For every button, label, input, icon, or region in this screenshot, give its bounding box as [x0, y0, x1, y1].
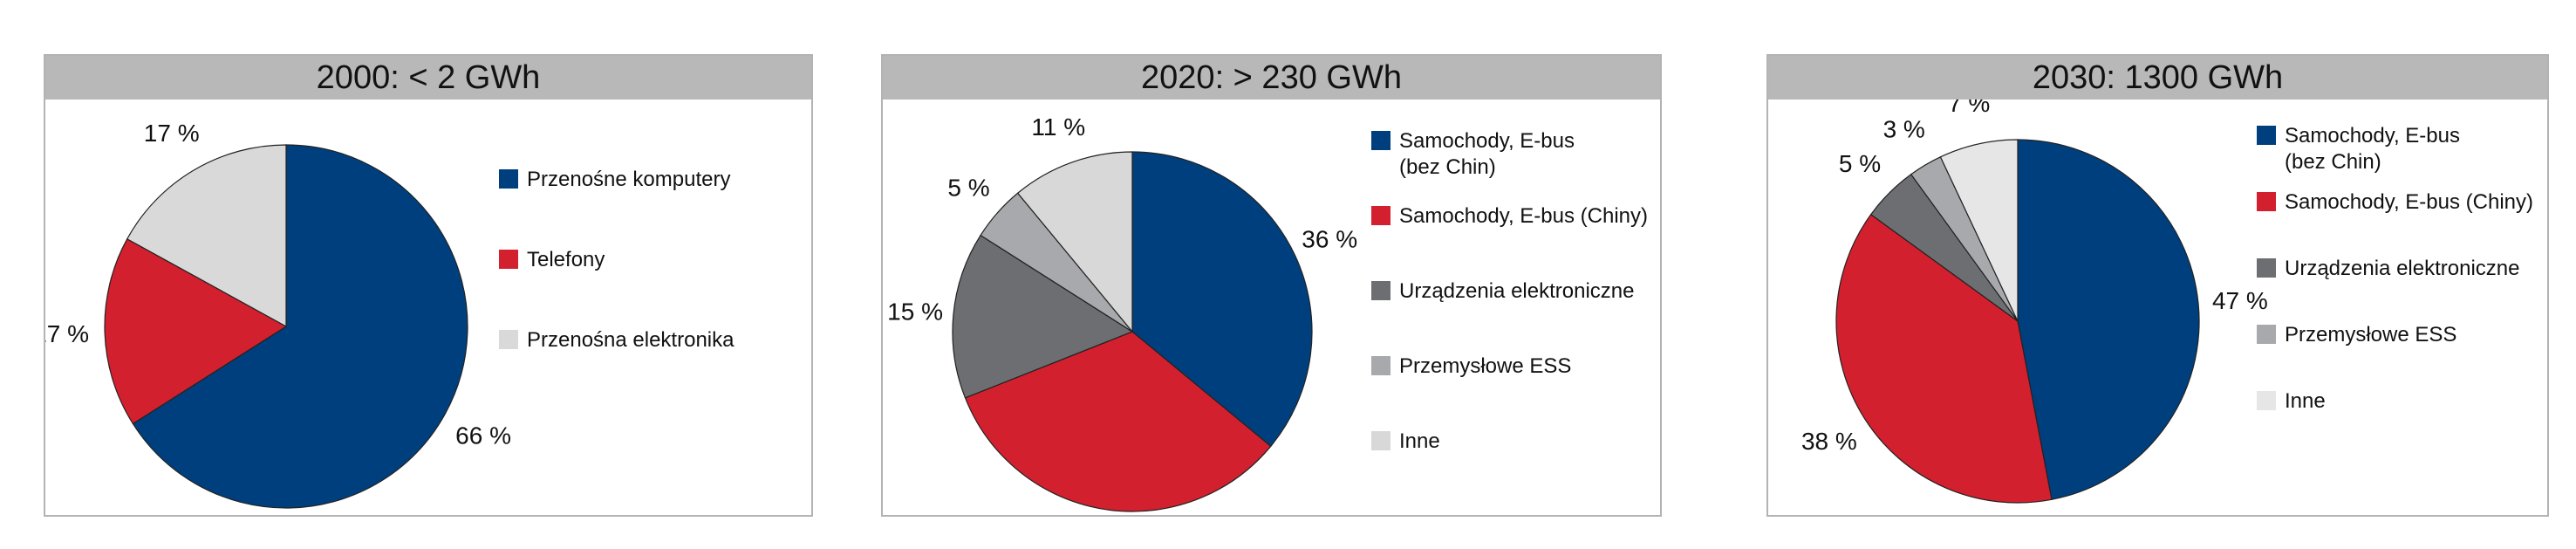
- legend-label-samochody-e-bus-bez-chin: Samochody, E-bus (bez Chin): [1399, 129, 1575, 179]
- data-label-przenosne-komputery: 66 %: [455, 422, 511, 449]
- chart-panel-2020: 2020: > 230 GWh 36 %33 %15 %5 %11 %Samoc…: [881, 54, 1662, 517]
- pie-slice-samochody-e-bus-chiny: [1835, 213, 2053, 504]
- legend-swatch-samochody-e-bus-bez-chin: [1371, 131, 1390, 150]
- data-label-inne: 7 %: [1948, 100, 1990, 117]
- legend-label-samochody-e-bus-chiny: Samochody, E-bus (Chiny): [1399, 204, 1648, 228]
- legend-label-urzadzenia-elektroniczne: Urządzenia elektroniczne: [2285, 257, 2519, 280]
- legend-swatch-samochody-e-bus-chiny: [2257, 192, 2276, 211]
- legend-swatch-inne: [2257, 391, 2276, 410]
- legend-swatch-przemyslowe-ess: [1371, 356, 1390, 375]
- legend-swatch-inne: [1371, 431, 1390, 450]
- data-label-urzadzenia-elektroniczne: 5 %: [1839, 150, 1881, 177]
- chart-panel-2000: 2000: < 2 GWh 66 % 17 % 17 % Przenośne komp…: [44, 54, 813, 517]
- legend-swatch-przemyslowe-ess: [2257, 325, 2276, 344]
- pie-slice-inne: [1939, 139, 2019, 322]
- data-label-przemyslowe-ess: 3 %: [1883, 116, 1925, 143]
- chart-title-2020: 2020: > 230 GWh: [883, 56, 1660, 100]
- chart-title-2000: 2000: < 2 GWh: [45, 56, 811, 100]
- legend-swatch-urzadzenia-elektroniczne: [2257, 258, 2276, 278]
- pie-slice-urzadzenia-elektroniczne: [952, 234, 1134, 399]
- legend-label-telefony: Telefony: [527, 248, 605, 271]
- pie-slice-przenosna-elektronika: [126, 144, 287, 328]
- pie-chart-2000: 66 % 17 % 17 % Przenośne komputery Telefony P…: [45, 120, 735, 509]
- pie-slice-inne: [1016, 151, 1133, 333]
- pie-chart-2020: 36 %33 %15 %5 %11 %Samochody, E-bus(bez …: [887, 113, 1648, 512]
- data-label-przenosna-elektronika: 17 %: [144, 120, 200, 147]
- pie-slice-przenosne-komputery: [132, 144, 468, 509]
- legend-label-przemyslowe-ess: Przemysłowe ESS: [2285, 323, 2456, 347]
- legend-label-urzadzenia-elektroniczne: Urządzenia elektroniczne: [1399, 279, 1634, 303]
- data-label-samochody-e-bus-chiny: 38 %: [1801, 428, 1857, 455]
- chart-title-2030: 2030: 1300 GWh: [1768, 56, 2547, 100]
- pie-slice-samochody-e-bus-bez-chin: [1131, 151, 1313, 448]
- legend-swatch-samochody-e-bus-bez-chin: [2257, 126, 2276, 145]
- legend-swatch-przenosna-elektronika: [499, 330, 518, 349]
- pie-slice-samochody-e-bus-bez-chin: [2017, 139, 2200, 501]
- legend-swatch-samochody-e-bus-chiny: [1371, 206, 1390, 225]
- data-label-inne: 11 %: [1031, 113, 1085, 141]
- data-label-samochody-e-bus-bez-chin: 47 %: [2212, 287, 2268, 314]
- legend-label-samochody-e-bus-chiny: Samochody, E-bus (Chiny): [2285, 190, 2533, 214]
- data-label-telefony: 17 %: [45, 320, 89, 347]
- legend-label-przenosna-elektronika: Przenośna elektronika: [527, 328, 735, 352]
- legend-label-przemyslowe-ess: Przemysłowe ESS: [1399, 354, 1571, 378]
- legend-label-inne: Inne: [1399, 429, 1440, 453]
- pie-chart-2030: 47 % 38 % 5 %3 % 7 % Samochody, E-bus (bez Ch…: [1801, 100, 2533, 504]
- legend-label-samochody-e-bus-bez-chin: Samochody, E-bus (bez Chin): [2285, 124, 2460, 174]
- legend-swatch-przenosne-komputery: [499, 169, 518, 189]
- data-label-urzadzenia-elektroniczne: 15 %: [887, 299, 943, 326]
- chart-panel-2030: 2030: 1300 GWh 47 % 38 % 5 % 3 % 7 % Samochod…: [1766, 54, 2549, 517]
- legend-label-przenosne-komputery: Przenośne komputery: [527, 168, 730, 191]
- data-label-samochody-e-bus-bez-chin: 36 %: [1302, 226, 1357, 253]
- legend-label-inne: Inne: [2285, 389, 2326, 413]
- legend-swatch-urzadzenia-elektroniczne: [1371, 281, 1390, 300]
- legend-swatch-telefony: [499, 250, 518, 269]
- pie-slice-telefony: [104, 237, 288, 425]
- pie-slice-samochody-e-bus-chiny: [964, 331, 1272, 512]
- data-label-przemyslowe-ess: 5 %: [947, 175, 989, 202]
